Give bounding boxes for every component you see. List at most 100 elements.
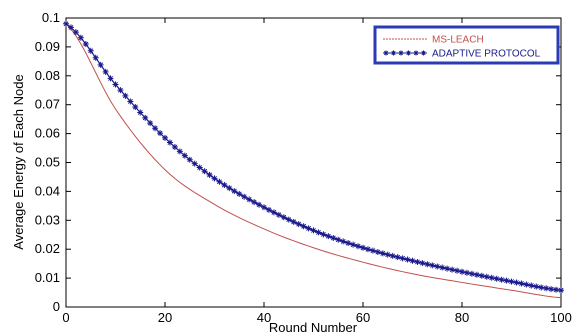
data-point-star — [201, 168, 208, 175]
data-point-star — [434, 263, 441, 270]
data-point-star — [369, 247, 376, 254]
data-point-star — [419, 260, 426, 267]
legend-entry: MS-LEACH — [383, 35, 484, 46]
data-point-star — [127, 98, 134, 105]
data-point-star — [473, 271, 480, 278]
data-point-star — [295, 221, 302, 228]
data-point-star — [384, 251, 391, 258]
data-point-star — [256, 201, 263, 208]
y-tick-label: 0.04 — [35, 183, 60, 198]
y-tick-label: 0.09 — [35, 39, 60, 54]
data-point-star — [488, 274, 495, 281]
data-point-star — [191, 160, 198, 167]
x-tick-label: 60 — [356, 310, 370, 325]
legend: MS-LEACH ADAPTIVE PROTOCOL — [373, 25, 560, 65]
y-ticks: 0 0.01 0.02 0.03 0.04 0.05 0.06 0.07 0.08 0.09 0.1 — [35, 10, 561, 314]
data-point-star — [399, 255, 406, 262]
data-point-star — [77, 34, 84, 41]
data-point-star — [206, 171, 213, 178]
data-point-star — [310, 227, 317, 234]
data-point-star — [315, 229, 322, 236]
data-point-star — [409, 257, 416, 264]
data-point-star — [102, 68, 109, 75]
data-point-star — [355, 243, 362, 250]
data-point-star — [176, 148, 183, 155]
legend-star — [413, 50, 419, 56]
data-point-star — [468, 270, 475, 277]
legend-entry: ADAPTIVE PROTOCOL — [383, 49, 541, 60]
data-point-star — [553, 286, 560, 293]
y-tick-label: 0.05 — [35, 155, 60, 170]
data-point-star — [196, 164, 203, 171]
data-point-star — [493, 275, 500, 282]
data-point-star — [137, 109, 144, 116]
data-point-star — [157, 130, 164, 137]
x-tick-label: 40 — [257, 310, 271, 325]
data-point-star — [360, 244, 366, 251]
y-tick-label: 0.02 — [35, 241, 60, 256]
y-tick-label: 0 — [53, 299, 60, 314]
data-point-star — [459, 268, 465, 275]
x-tick-label: 20 — [158, 310, 172, 325]
data-point-star — [414, 258, 421, 265]
data-point-star — [429, 262, 436, 269]
data-point-star — [72, 29, 79, 36]
data-point-star — [226, 185, 233, 192]
data-point-star — [449, 266, 456, 273]
data-point-star — [454, 267, 461, 274]
data-point-star — [275, 211, 282, 218]
data-point-star — [483, 273, 490, 280]
data-point-star — [231, 188, 238, 195]
data-point-star — [558, 287, 564, 294]
data-point-star — [171, 144, 178, 151]
data-point-star — [246, 196, 253, 203]
series-line — [65, 23, 562, 299]
data-point-star — [97, 61, 104, 68]
data-point-star — [345, 240, 352, 247]
data-point-star — [508, 278, 515, 285]
data-point-star — [364, 246, 371, 253]
data-point-star — [533, 283, 540, 290]
x-axis-title: Round Number — [269, 320, 358, 335]
data-point-star — [63, 20, 69, 27]
y-tick-label: 0.03 — [35, 212, 60, 227]
data-point-star — [181, 152, 188, 159]
data-point-star — [538, 284, 545, 291]
data-point-star — [305, 225, 312, 232]
x-tick-label: 0 — [62, 310, 69, 325]
data-point-star — [389, 252, 396, 259]
data-point-star — [330, 234, 337, 241]
y-tick-label: 0.08 — [35, 68, 60, 83]
data-point-star — [251, 199, 258, 206]
x-tick-label: 100 — [550, 310, 572, 325]
data-point-star — [265, 206, 272, 213]
data-point-star — [92, 54, 99, 61]
y-axis-title: Average Energy of Each Node — [11, 74, 26, 249]
data-point-star — [216, 178, 223, 185]
data-point-star — [285, 216, 292, 223]
data-point-star — [152, 125, 159, 132]
data-point-star — [518, 280, 525, 287]
data-point-star — [379, 250, 386, 257]
data-point-star — [444, 265, 451, 272]
y-tick-label: 0.07 — [35, 97, 60, 112]
y-tick-label: 0.01 — [35, 270, 60, 285]
x-tick-label: 80 — [455, 310, 469, 325]
data-point-star — [523, 281, 530, 288]
data-point-star — [478, 272, 485, 279]
data-point-star — [147, 120, 154, 127]
data-point-star — [498, 276, 505, 283]
data-point-star — [513, 279, 520, 286]
data-point-star — [87, 47, 94, 54]
data-point-star — [300, 223, 307, 230]
data-point-star — [503, 277, 510, 284]
data-point-star — [374, 249, 381, 256]
data-point-star — [439, 264, 446, 271]
data-point-star — [340, 238, 347, 245]
data-point-star — [107, 75, 114, 82]
data-point-star — [241, 193, 248, 200]
data-point-star — [543, 285, 550, 292]
legend-star — [383, 50, 389, 56]
data-point-star — [236, 190, 243, 197]
